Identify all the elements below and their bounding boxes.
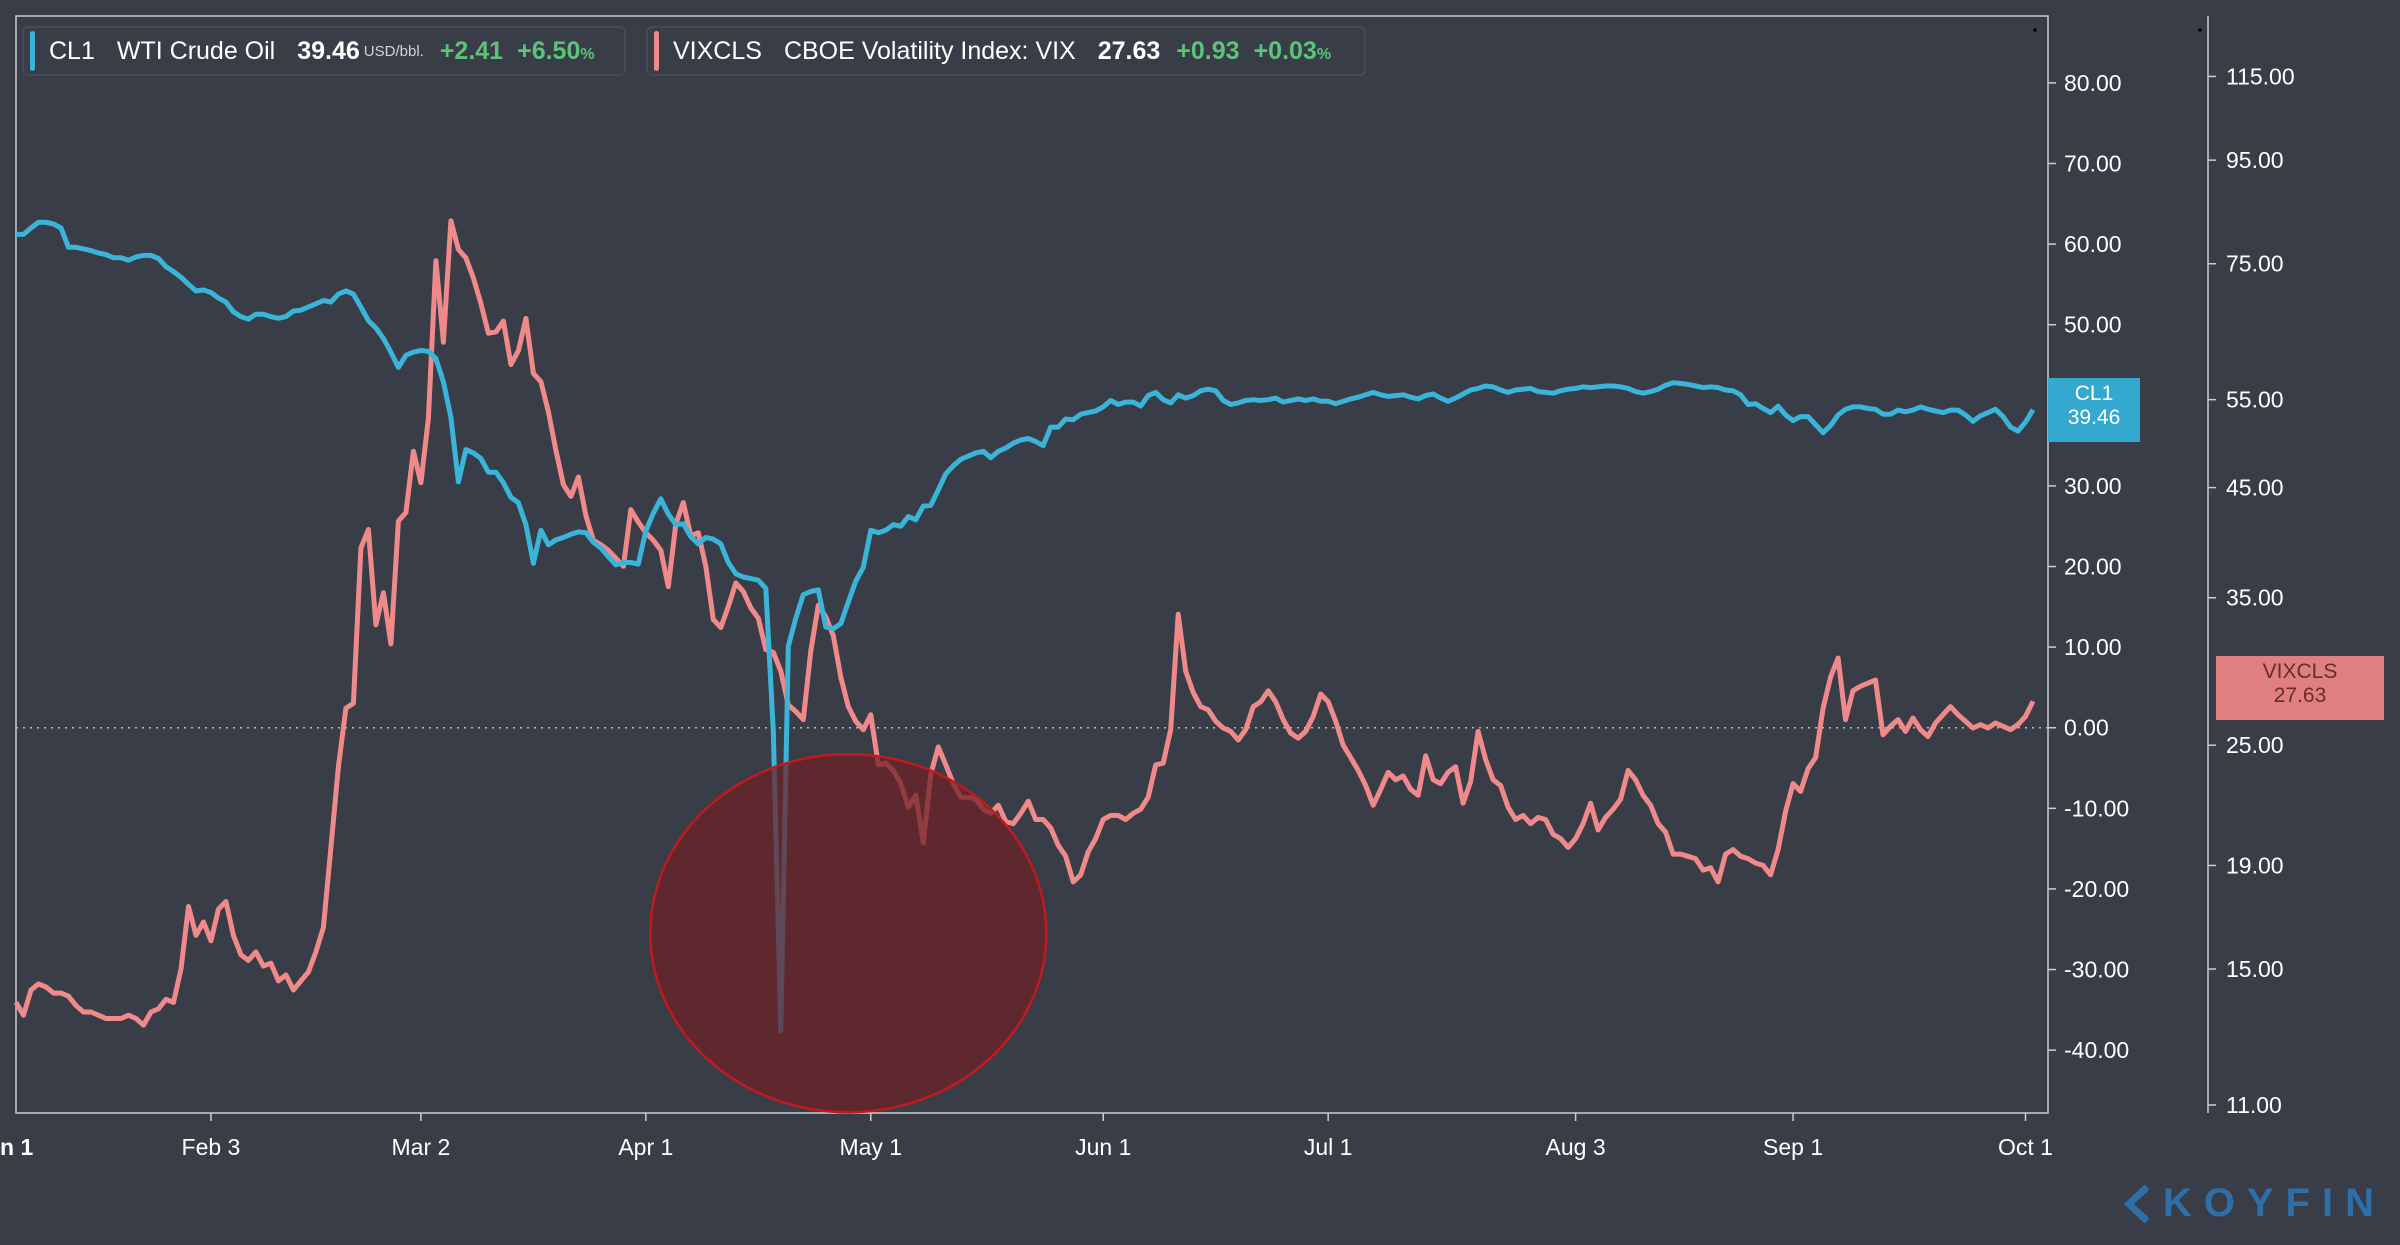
legend-cl1-change-pct-value: +6.50: [517, 36, 581, 65]
x-axis-tick-label: Jul 1: [1304, 1134, 1353, 1160]
right-axis-tick-label: 11.00: [2226, 1092, 2282, 1118]
right-axis-tick-label: 55.00: [2226, 387, 2284, 413]
legend-vix-change: +0.93: [1176, 36, 1240, 65]
x-axis-tick-label: Apr 1: [618, 1134, 673, 1160]
right-axis-tick-label: 25.00: [2226, 732, 2284, 758]
left-axis-tick-label: -40.00: [2064, 1037, 2129, 1063]
legend-vix-name: CBOE Volatility Index: VIX: [783, 36, 1076, 65]
price-tag-cl1: CL1 39.46: [2048, 378, 2140, 442]
left-axis-tick-label: 10.00: [2064, 634, 2122, 660]
price-tag-vix-symbol: VIXCLS: [2262, 660, 2338, 683]
left-axis-tick-label: 80.00: [2064, 70, 2122, 96]
x-axis-tick-label: May 1: [839, 1134, 902, 1160]
legend-vix[interactable]: VIXCLS CBOE Volatility Index: VIX 27.63 …: [646, 26, 1366, 76]
series-line-cl1: [16, 219, 2036, 1034]
left-axis-tick-label: -30.00: [2064, 957, 2129, 983]
left-axis-tick-label: 50.00: [2064, 312, 2122, 338]
price-tag-vix: VIXCLS 27.63: [2216, 656, 2384, 720]
series-line-vixcls: [13, 218, 2036, 1028]
right-axis-tick-label: 19.00: [2226, 852, 2284, 878]
right-axis-tick-label: 115.00: [2226, 63, 2295, 89]
koyfin-chevron-icon: [2123, 1183, 2150, 1224]
legend-vix-value: 27.63: [1097, 36, 1161, 65]
right-axis-tick-label: 45.00: [2226, 475, 2284, 501]
x-axis-tick-label: Jun 1: [1075, 1134, 1131, 1160]
legend-cl1[interactable]: CL1 WTI Crude Oil 39.46 USD/bbl. +2.41 +…: [22, 26, 626, 76]
right-axis-tick-label: 35.00: [2226, 585, 2284, 611]
legend-vix-change-pct-value: +0.03: [1253, 36, 1317, 65]
right-axis-tick-label: 95.00: [2226, 147, 2284, 173]
left-axis-tick-label: 0.00: [2064, 715, 2109, 741]
right-axis-tick-label: 15.00: [2226, 956, 2284, 982]
legend-cl1-change: +2.41: [439, 36, 504, 65]
legend-cl1-value: 39.46: [297, 36, 360, 65]
legend-vix-pct-sign: %: [1316, 45, 1332, 63]
left-axis-tick-label: -20.00: [2064, 876, 2129, 902]
plot-frame: [15, 15, 2049, 1114]
legend-cl1-pct-sign: %: [580, 45, 595, 63]
legend-cl1-unit: USD/bbl.: [363, 42, 424, 60]
x-axis-tick-label: Oct 1: [1998, 1134, 2053, 1160]
koyfin-logo: KOYFIN: [2123, 1181, 2386, 1226]
legend-vix-swatch: [654, 31, 659, 71]
x-axis-tick-label: Sep 1: [1763, 1134, 1823, 1160]
legend-vix-change-pct: +0.03%: [1254, 37, 1332, 66]
legend-cl1-name: WTI Crude Oil: [116, 36, 276, 65]
annotation-ellipse: [649, 753, 1048, 1114]
x-axis-tick-label: Aug 3: [1546, 1134, 1606, 1160]
legend-cl1-symbol: CL1: [49, 36, 95, 65]
left-axis-tick-label: 20.00: [2064, 554, 2122, 580]
right-axis-tick-label: 75.00: [2226, 251, 2284, 277]
left-axis-tick-label: 70.00: [2064, 151, 2122, 177]
left-axis-tick-label: 30.00: [2064, 473, 2122, 499]
left-axis-tick-label: 60.00: [2064, 231, 2122, 257]
legend-cl1-swatch: [30, 31, 35, 71]
plot-corner-dot: [2033, 28, 2037, 32]
x-axis-tick-label: n 1: [0, 1134, 33, 1160]
price-tag-cl1-symbol: CL1: [2074, 382, 2114, 405]
x-axis-tick-label: Feb 3: [182, 1134, 241, 1160]
legend-vix-symbol: VIXCLS: [673, 36, 762, 65]
left-axis-tick-label: -10.00: [2064, 795, 2129, 821]
axis-corner-dot: [2198, 28, 2202, 32]
x-axis-tick-label: Mar 2: [392, 1134, 451, 1160]
price-tag-cl1-value: 39.46: [2067, 406, 2121, 429]
legend-cl1-change-pct: +6.50%: [517, 37, 595, 66]
koyfin-wordmark: KOYFIN: [2162, 1181, 2386, 1225]
price-tag-vix-value: 27.63: [2273, 684, 2327, 707]
